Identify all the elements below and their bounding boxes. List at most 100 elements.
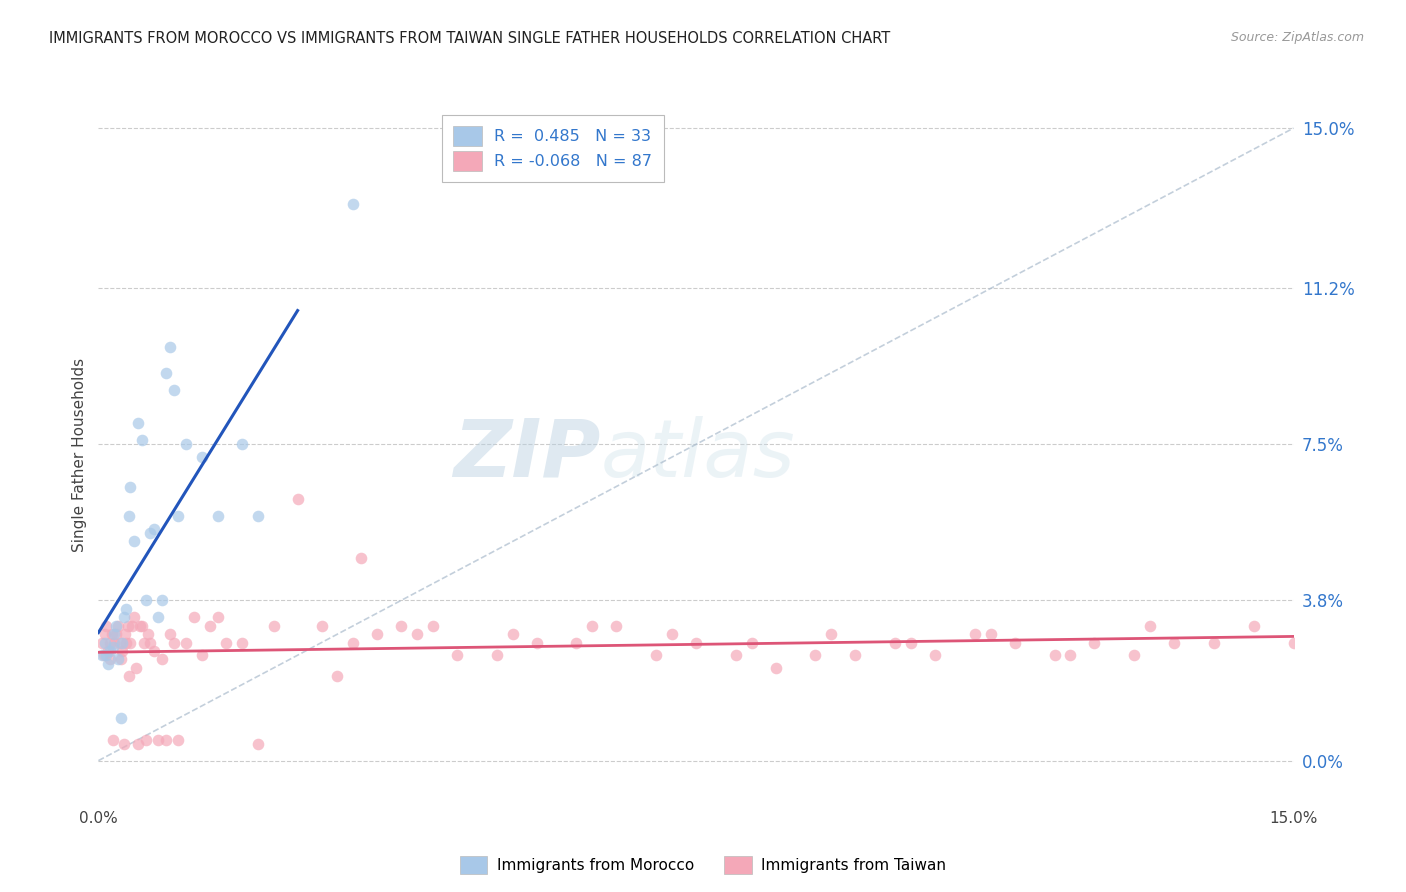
Point: [150, 652, 173, 666]
Legend: Immigrants from Morocco, Immigrants from Taiwan: Immigrants from Morocco, Immigrants from…: [454, 850, 952, 880]
Point: [112, 610, 135, 624]
Point: [605, 618, 627, 632]
Point: [118, 509, 141, 524]
Point: [103, 635, 125, 649]
Point: [118, 669, 141, 683]
Point: [246, 509, 269, 524]
Point: [1004, 635, 1026, 649]
Point: [485, 648, 508, 663]
Point: [1059, 648, 1081, 663]
Point: [159, 340, 181, 354]
Point: [148, 732, 170, 747]
Point: [502, 627, 524, 641]
Point: [120, 635, 142, 649]
Point: [581, 618, 603, 632]
Point: [125, 661, 148, 675]
Point: [115, 635, 138, 649]
Point: [1043, 648, 1066, 663]
Point: [132, 635, 155, 649]
Point: [685, 635, 707, 649]
Point: [131, 433, 153, 447]
Point: [112, 737, 135, 751]
Point: [342, 197, 364, 211]
Point: [131, 618, 153, 632]
Point: [98, 644, 122, 658]
Point: [661, 627, 683, 641]
Point: [1243, 618, 1265, 632]
Point: [1202, 635, 1225, 649]
Point: [844, 648, 866, 663]
Point: [900, 635, 922, 649]
Point: [124, 610, 146, 624]
Y-axis label: Single Father Households: Single Father Households: [72, 358, 87, 552]
Point: [163, 635, 186, 649]
Point: [135, 593, 157, 607]
Point: [150, 593, 173, 607]
Point: [128, 618, 150, 632]
Text: Source: ZipAtlas.com: Source: ZipAtlas.com: [1230, 31, 1364, 45]
Point: [104, 618, 127, 632]
Point: [136, 627, 159, 641]
Point: [110, 652, 132, 666]
Point: [263, 618, 285, 632]
Point: [741, 635, 763, 649]
Point: [163, 383, 186, 397]
Point: [96, 618, 118, 632]
Point: [111, 644, 134, 658]
Point: [114, 627, 136, 641]
Point: [342, 635, 364, 649]
Point: [103, 627, 125, 641]
Point: [174, 437, 197, 451]
Point: [167, 509, 190, 524]
Text: IMMIGRANTS FROM MOROCCO VS IMMIGRANTS FROM TAIWAN SINGLE FATHER HOUSEHOLDS CORRE: IMMIGRANTS FROM MOROCCO VS IMMIGRANTS FR…: [49, 31, 890, 46]
Point: [1123, 648, 1146, 663]
Point: [98, 635, 121, 649]
Point: [326, 669, 349, 683]
Point: [121, 618, 143, 632]
Point: [127, 417, 149, 431]
Point: [139, 525, 162, 540]
Point: [159, 627, 181, 641]
Point: [94, 635, 117, 649]
Point: [446, 648, 468, 663]
Point: [366, 627, 388, 641]
Point: [120, 479, 142, 493]
Point: [104, 627, 127, 641]
Point: [924, 648, 946, 663]
Point: [311, 618, 333, 632]
Point: [107, 652, 129, 666]
Point: [143, 522, 166, 536]
Point: [191, 648, 214, 663]
Point: [97, 644, 120, 658]
Point: [231, 635, 253, 649]
Point: [246, 737, 269, 751]
Point: [198, 618, 221, 632]
Point: [215, 635, 238, 649]
Point: [155, 732, 177, 747]
Point: [155, 366, 177, 380]
Point: [231, 437, 253, 451]
Point: [1163, 635, 1185, 649]
Point: [93, 648, 115, 663]
Point: [350, 551, 373, 566]
Text: ZIP: ZIP: [453, 416, 600, 494]
Point: [101, 627, 124, 641]
Point: [980, 627, 1002, 641]
Point: [963, 627, 986, 641]
Point: [124, 534, 146, 549]
Point: [526, 635, 548, 649]
Point: [183, 610, 205, 624]
Point: [389, 618, 412, 632]
Point: [1282, 635, 1305, 649]
Point: [287, 492, 309, 507]
Point: [422, 618, 444, 632]
Point: [117, 618, 139, 632]
Point: [565, 635, 588, 649]
Point: [804, 648, 827, 663]
Point: [406, 627, 429, 641]
Point: [107, 618, 129, 632]
Text: atlas: atlas: [600, 416, 796, 494]
Point: [135, 732, 157, 747]
Point: [884, 635, 907, 649]
Point: [127, 737, 149, 751]
